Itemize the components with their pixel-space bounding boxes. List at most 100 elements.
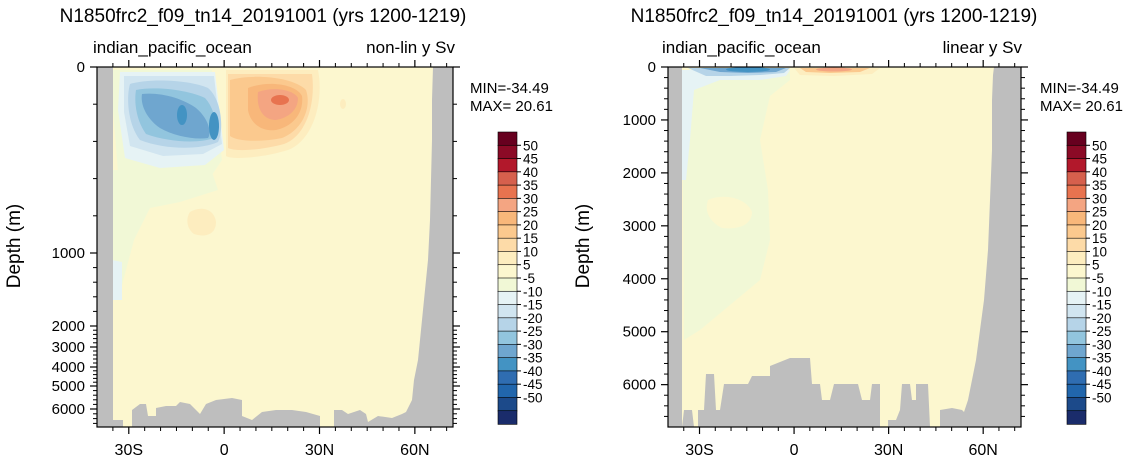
right-colorbar-swatch (1066, 410, 1087, 425)
right-colorbar-label: -25 (1092, 324, 1112, 339)
left-east-boundary-land (406, 67, 453, 427)
left-colorbar-swatch (497, 184, 518, 200)
left-colorbar-swatch (497, 171, 518, 186)
left-subtitle: indian_pacific_ocean (93, 38, 252, 57)
right-colorbar-label: 25 (1092, 205, 1107, 220)
right-colorbar-label: 30 (1092, 191, 1107, 206)
right-y-tick-label: 4000 (623, 271, 656, 288)
right-colorbar-swatch (1066, 251, 1087, 266)
right-colorbar-label: 40 (1092, 165, 1107, 180)
right-seafloor-bathymetry (682, 358, 964, 427)
left-y-tick-label: 0 (77, 59, 85, 76)
right-east-boundary-land (964, 67, 1021, 427)
left-colorbar-label: -20 (523, 311, 543, 326)
left-colorbar-swatch (497, 290, 518, 306)
left-y-tick-label: 1000 (52, 245, 85, 262)
right-colorbar-label: -20 (1092, 311, 1112, 326)
right-subtitle: indian_pacific_ocean (662, 38, 821, 57)
right-colorbar-label: -30 (1092, 337, 1112, 352)
left-seafloor-bathymetry (113, 398, 406, 427)
left-colorbar-label: 40 (523, 165, 538, 180)
right-negative-surface-15 (682, 70, 790, 180)
left-colorbar-swatch (497, 383, 518, 399)
left-colorbar-label: -10 (523, 284, 543, 299)
left-colorbar-label: -35 (523, 351, 543, 366)
right-colorbar-label: 35 (1092, 178, 1107, 193)
left-colorbar-label: 5 (523, 258, 531, 273)
left-colorbar-swatch (497, 211, 518, 226)
left-colorbar-swatch (497, 131, 518, 146)
left-colorbar-label: -45 (523, 377, 543, 392)
left-colorbar-label: -5 (523, 271, 535, 286)
right-colorbar-swatch (1066, 397, 1087, 412)
right-chart-title: N1850frc2_f09_tn14_20191001 (yrs 1200-12… (631, 6, 1038, 27)
left-colorbar-label: 10 (523, 244, 538, 259)
right-colorbar-swatch (1066, 277, 1087, 292)
right-colorbar-swatch (1066, 330, 1087, 346)
right-colorbar-label: 50 (1092, 138, 1107, 153)
right-max-label: MAX= 20.61 (1040, 98, 1123, 115)
right-colorbar-swatch (1066, 237, 1087, 253)
right-colorbar: 5045403530252015105-5-10-15-20-25-30-35-… (1066, 131, 1112, 425)
right-colorbar-swatch (1066, 317, 1087, 332)
right-west-boundary-land (668, 67, 682, 427)
left-colorbar-label: 45 (523, 152, 538, 167)
left-colorbar-label: 20 (523, 218, 538, 233)
left-y-tick-label: 2000 (52, 318, 85, 335)
right-colorbar-swatch (1066, 184, 1087, 200)
right-colorbar-label: 45 (1092, 152, 1107, 167)
left-colorbar-label: 15 (523, 231, 538, 246)
right-axes: 30S 0 30N 60N 0 1000 2000 3000 4000 5000 6000 (623, 59, 1028, 459)
right-x-tick-label: 0 (790, 442, 799, 459)
left-colorbar-swatch (497, 410, 518, 425)
right-y-tick-label: 2000 (623, 165, 656, 182)
right-colorbar-label: -10 (1092, 284, 1112, 299)
left-panel: N1850frc2_f09_tn14_20191001 (yrs 1200-12… (4, 6, 553, 459)
right-negative-core (726, 67, 770, 72)
left-max-label: MAX= 20.61 (470, 98, 553, 115)
right-y-tick-label: 0 (648, 59, 656, 76)
right-colorbar-swatch (1066, 171, 1087, 186)
left-colorbar-swatch (497, 330, 518, 346)
right-colorbar-label: 15 (1092, 231, 1107, 246)
left-colorbar-swatch (497, 397, 518, 412)
right-colorbar-swatch (1066, 131, 1087, 146)
left-y-tick-label: 5000 (52, 378, 85, 395)
right-y-tick-label: 5000 (623, 324, 656, 341)
right-colorbar-swatch (1066, 211, 1087, 226)
left-colorbar-swatch (497, 251, 518, 266)
right-y-axis-label: Depth (m) (573, 204, 594, 288)
left-colorbar-label: -50 (523, 390, 543, 405)
left-colorbar-label: -40 (523, 364, 543, 379)
right-x-tick-label: 30N (874, 442, 903, 459)
left-colorbar-label: 50 (523, 138, 538, 153)
right-colorbar-swatch (1066, 357, 1087, 372)
right-y-tick-label: 1000 (623, 112, 656, 129)
left-colorbar-label: -15 (523, 298, 543, 313)
left-deep-negative-tongue (112, 170, 218, 300)
left-x-tick-label: 30S (115, 442, 143, 459)
right-colorbar-swatch (1066, 158, 1087, 173)
right-y-tick-label: 6000 (623, 377, 656, 394)
right-colorbar-swatch (1066, 290, 1087, 306)
left-colorbar-label: 30 (523, 191, 538, 206)
left-colorbar-label: -25 (523, 324, 543, 339)
right-colorbar-swatch (1066, 198, 1087, 213)
left-deep-negative-patch (112, 260, 122, 300)
left-colorbar-swatch (497, 370, 518, 385)
left-small-positive-patch (340, 99, 346, 109)
right-x-tick-label: 30S (685, 442, 713, 459)
left-units-label: non-lin y Sv (366, 38, 455, 57)
right-deep-positive-patch (706, 196, 752, 229)
left-colorbar-swatch (497, 264, 518, 279)
left-colorbar-swatch (497, 158, 518, 173)
left-colorbar-swatch (497, 277, 518, 292)
right-colorbar-swatch (1066, 370, 1087, 385)
left-colorbar-label: -30 (523, 337, 543, 352)
left-colorbar-swatch (497, 317, 518, 332)
right-colorbar-label: -45 (1092, 377, 1112, 392)
left-west-boundary-land (97, 67, 113, 427)
left-y-tick-label: 4000 (52, 359, 85, 376)
left-y-tick-label: 6000 (52, 401, 85, 418)
